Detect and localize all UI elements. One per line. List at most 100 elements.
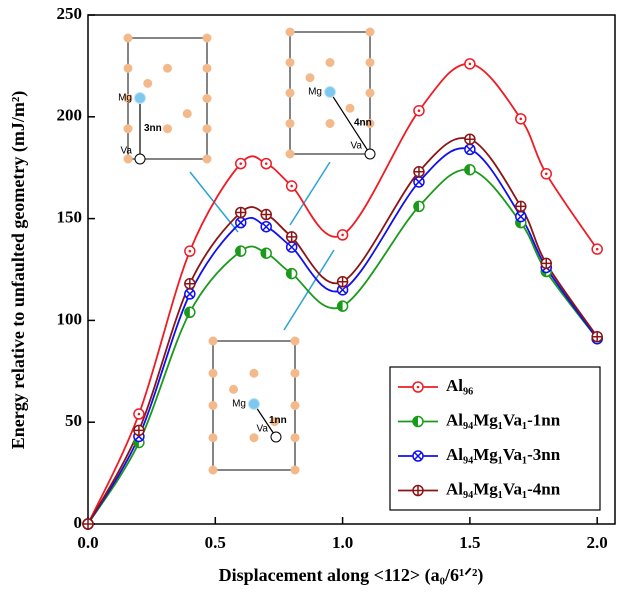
- marker: [133, 424, 145, 437]
- y-tick-label: 200: [57, 106, 83, 125]
- distance-label: 3nn: [144, 123, 162, 134]
- marker: [260, 157, 272, 170]
- marker: [184, 278, 196, 290]
- marker: [260, 220, 272, 233]
- marker-part: [188, 249, 192, 253]
- atom: [202, 124, 212, 134]
- marker: [235, 206, 247, 219]
- x-tick-label: 1.0: [332, 533, 353, 552]
- x-tick-label: 0.0: [77, 533, 98, 552]
- atom: [208, 433, 218, 443]
- marker-part: [286, 231, 297, 242]
- marker-part: [337, 301, 343, 312]
- atom: [290, 465, 300, 475]
- marker-part: [413, 416, 418, 427]
- marker-part: [416, 385, 420, 389]
- y-tick-label: 0: [74, 513, 83, 532]
- marker-part: [413, 451, 423, 461]
- marker: [412, 381, 424, 393]
- atom: [163, 63, 172, 73]
- marker-part: [337, 276, 348, 287]
- marker-part: [239, 162, 243, 165]
- marker-part: [133, 425, 144, 436]
- atom: [229, 384, 238, 394]
- marker: [260, 247, 272, 259]
- marker-part: [83, 519, 93, 529]
- marker-part: [261, 248, 267, 259]
- atom: [202, 154, 212, 164]
- marker-part: [468, 62, 472, 66]
- marker: [413, 104, 425, 117]
- marker-part: [464, 164, 470, 175]
- marker-part: [338, 285, 347, 294]
- atom: [325, 119, 335, 128]
- mg-atom: [134, 92, 146, 104]
- marker: [82, 518, 94, 530]
- leader-line: [283, 249, 335, 331]
- atom: [365, 27, 375, 37]
- marker: [285, 241, 298, 253]
- atom: [123, 124, 133, 134]
- marker-part: [595, 247, 599, 251]
- vacancy: [270, 431, 282, 443]
- marker-part: [519, 117, 523, 121]
- atom: [325, 58, 335, 67]
- marker: [336, 300, 349, 312]
- distance-label: 4nn: [354, 118, 372, 129]
- marker: [515, 210, 527, 223]
- atom: [290, 336, 300, 346]
- marker: [133, 408, 145, 420]
- atom: [163, 124, 172, 134]
- marker: [540, 168, 553, 180]
- atom: [208, 368, 218, 378]
- vacancy: [364, 148, 376, 160]
- va-label: Va: [351, 141, 363, 152]
- plot-frame: [87, 14, 616, 525]
- marker: [184, 288, 196, 300]
- atom: [123, 154, 133, 164]
- atom: [290, 433, 300, 443]
- marker: [464, 163, 476, 176]
- marker: [591, 330, 603, 343]
- marker: [412, 484, 424, 497]
- x-tick-label: 0.5: [205, 533, 226, 552]
- legend-box: [389, 366, 601, 511]
- mg-label: Mg: [308, 87, 322, 98]
- atom: [365, 119, 375, 128]
- atom: [365, 88, 375, 98]
- mg-label: Mg: [232, 399, 246, 410]
- marker: [464, 133, 476, 145]
- atom: [123, 33, 133, 43]
- atom: [365, 58, 375, 67]
- va-label: Va: [257, 424, 269, 435]
- marker: [235, 216, 247, 229]
- marker: [515, 200, 527, 213]
- atom: [202, 63, 212, 73]
- marker: [336, 275, 349, 288]
- marker-part: [137, 412, 141, 416]
- legend-label: Al₉₄Mg₁Va₁-1nn: [446, 410, 561, 429]
- legend-label: Al₉₄Mg₁Va₁-4nn: [446, 479, 561, 498]
- atom: [123, 94, 133, 103]
- marker-part: [592, 331, 603, 342]
- distance-arrow: [253, 403, 277, 438]
- atom: [202, 33, 212, 43]
- y-tick-label: 100: [57, 309, 83, 328]
- atom: [270, 417, 279, 427]
- marker-part: [290, 184, 293, 188]
- legend-label: Al₉₆: [446, 376, 473, 395]
- marker-part: [185, 289, 194, 298]
- atom: [249, 368, 259, 378]
- atom: [285, 88, 295, 98]
- marker-part: [236, 218, 245, 227]
- marker-part: [184, 278, 195, 289]
- x-tick-label: 1.5: [459, 533, 480, 552]
- marker-part: [184, 307, 190, 318]
- atom: [290, 401, 300, 410]
- atom: [345, 103, 355, 113]
- marker: [413, 166, 425, 178]
- marker-part: [541, 258, 552, 269]
- marker-part: [264, 162, 268, 165]
- marker: [540, 257, 553, 270]
